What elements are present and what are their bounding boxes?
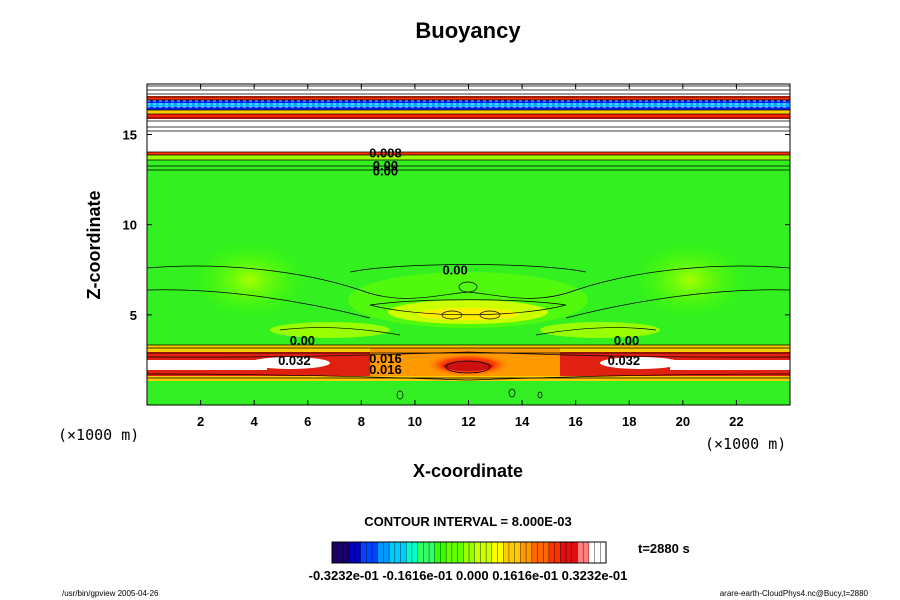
heatmap-field [147,84,790,405]
chart-title: Buoyancy [415,18,521,43]
colorbar-swatch [514,542,521,563]
colorbar-swatch [520,542,527,563]
colorbar-swatch [503,542,510,563]
y-tick-label: 15 [123,127,137,142]
y-tick-label: 5 [130,308,137,323]
colorbar-swatch [343,542,350,563]
colorbar-swatch [377,542,384,563]
colorbar-swatch [337,542,344,563]
y-unit-label: (×1000 m) [58,426,139,444]
colorbar-swatch [491,542,499,563]
colorbar-swatch [446,542,453,563]
colorbar-swatch [566,542,573,563]
colorbar-swatch [571,542,578,563]
y-axis-ticks: 5 10 15 [123,127,790,323]
colorbar-tick-labels: -0.3232e-01 -0.1616e-01 0.000 0.1616e-01… [309,568,628,583]
colorbar-swatch [366,542,373,563]
footer-right: arare-earth-CloudPhys4.nc@Bucy,t=2880 [720,589,869,598]
x-tick-label: 14 [515,414,530,429]
colorbar-swatch [537,542,544,563]
x-tick-label: 20 [676,414,690,429]
colorbar-swatch [360,542,367,563]
contour-interval-text: CONTOUR INTERVAL = 8.000E-03 [364,514,571,529]
colorbar-swatch [583,542,590,563]
colorbar-swatch [354,542,362,563]
x-unit-label: (×1000 m) [705,435,786,453]
colorbar-swatch [543,542,550,563]
colorbar-swatch [383,542,390,563]
x-tick-label: 4 [251,414,259,429]
contour-label: 0.032 [608,353,641,368]
colorbar-swatch [371,542,379,563]
contour-labels: 0.000.00 0.000.032 0.0320.0160.0160.0080.0… [278,146,640,377]
colorbar-swatch [411,542,419,563]
colorbar-swatch [474,542,481,563]
x-tick-label: 10 [408,414,422,429]
colorbar-swatch [548,542,556,563]
colorbar-swatch [400,542,407,563]
x-tick-label: 16 [568,414,582,429]
contour-label: 0.00 [373,158,398,173]
contour-label: 0.008 [369,146,402,161]
colorbar-frame [331,541,607,564]
colorbar-swatch [429,542,436,563]
colorbar-swatch [389,542,396,563]
x-tick-label: 8 [358,414,365,429]
colorbar-swatch [508,542,516,563]
colorbar-swatch [497,542,504,563]
x-tick-label: 18 [622,414,636,429]
colorbar-swatch [600,542,607,563]
contour-label: 0.00 [442,263,467,278]
colorbar-swatch [417,542,424,563]
contour-label: 0.016 [369,362,402,377]
contour-label: 0.00 [290,333,315,348]
colorbar-swatch [526,542,533,563]
colorbar-swatch [480,542,487,563]
colorbar-swatch [469,542,476,563]
time-label: t=2880 s [638,541,690,556]
colorbar-swatch [588,542,596,563]
contour-label: 0.032 [278,353,311,368]
colorbar-swatch [457,542,464,563]
colorbar [331,542,607,563]
footer-left: /usr/bin/gpview 2005-04-26 [62,589,159,598]
colorbar-swatch [463,542,470,563]
x-tick-label: 6 [304,414,311,429]
colorbar-swatch [554,542,561,563]
colorbar-swatch [332,542,339,563]
x-tick-label: 22 [729,414,743,429]
colorbar-swatch [349,542,356,563]
x-axis-label: X-coordinate [413,461,523,481]
colorbar-swatch [531,542,538,563]
colorbar-swatch [394,542,401,563]
y-axis-label: Z-coordinate [84,190,104,299]
colorbar-swatch [440,542,447,563]
contour-label: 0.016 [369,351,402,366]
colorbar-swatch [451,542,459,563]
colorbar-swatch [560,542,567,563]
x-tick-label: 2 [197,414,204,429]
colorbar-swatch [577,542,584,563]
colorbar-swatch [406,542,413,563]
colorbar-swatch [486,542,493,563]
contour-label: 0.00 [373,164,398,179]
colorbar-swatch [594,542,601,563]
x-tick-label: 12 [461,414,475,429]
colorbar-swatch [434,542,441,563]
colorbar-swatch [423,542,430,563]
y-tick-label: 10 [123,218,137,233]
contour-label: 0.00 [614,333,639,348]
x-axis-ticks: 2 4 6 8 10 12 14 16 18 20 22 [197,84,744,429]
